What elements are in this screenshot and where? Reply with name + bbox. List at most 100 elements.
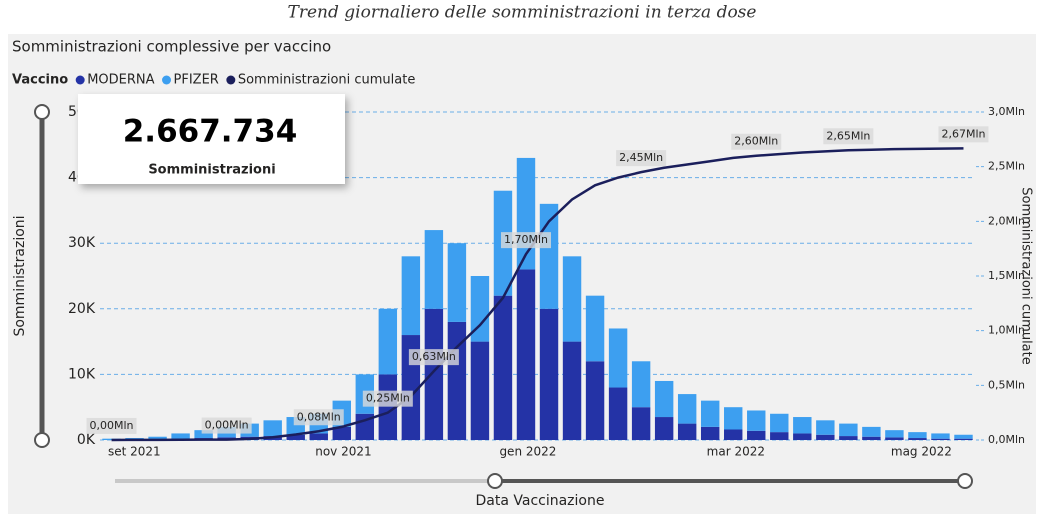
bar [148,436,167,440]
data-label-bg [408,349,459,366]
y-tick-label: 10K [68,366,96,382]
bar [286,434,305,440]
y-axis-title: Somministrazioni [12,215,28,336]
y-tick-label: 20K [68,301,96,317]
y2-tick-label: 3,0Mln [988,105,1025,118]
bar [677,394,697,424]
data-label-bg [362,390,413,407]
data-label: 1,70Mln [504,233,548,246]
slider-handle[interactable] [487,473,503,489]
data-label: 0,25Mln [366,392,410,405]
bar [585,295,605,362]
bar [631,361,651,408]
bar [654,380,674,418]
legend-label: PFIZER [174,73,219,88]
data-label: 0,08Mln [297,410,341,423]
bar [700,426,720,440]
data-label-bg [938,126,989,143]
slider-handle[interactable] [34,104,50,120]
page-title: Trend giornaliero delle somministrazioni… [288,3,757,23]
data-label-bg [201,417,252,434]
y2-tick-label: 1,0Mln [988,324,1025,337]
data-label: 0,63Mln [412,350,456,363]
x-axis-title: Data Vaccinazione [476,493,605,509]
y-tick-label: 0K [77,432,96,448]
data-label: 2,45Mln [619,151,663,164]
bar [631,407,651,440]
bar [931,433,950,439]
bar [862,426,881,437]
data-label-bg [616,150,667,167]
kpi-value: 2.667.734 [123,114,298,150]
legend-label: MODERNA [87,73,154,88]
bar [908,432,927,439]
bar [493,295,513,440]
bar [470,276,490,342]
chart-title: Somministrazioni complessive per vaccino [12,38,331,56]
bar [908,438,927,440]
bar [677,423,697,440]
bar [562,341,582,440]
bar [539,308,559,440]
bar [562,256,582,342]
x-tick-label: gen 2022 [499,445,556,459]
bar [816,420,835,435]
data-label: 2,60Mln [734,135,778,148]
bar [747,410,766,431]
data-label: 0,00Mln [90,419,134,432]
bar [309,433,328,440]
y2-axis-title: Somministrazioni cumulate [1019,187,1034,365]
legend-label: Somministrazioni cumulate [238,73,416,88]
bar [954,438,973,440]
bar [194,430,213,439]
bar [954,434,973,439]
bar [839,423,858,437]
bar [401,256,421,336]
y2-tick-label: 2,5Mln [988,160,1025,173]
x-tick-label: set 2021 [108,445,161,459]
slider-handle[interactable] [34,432,50,448]
x-tick-label: nov 2021 [315,445,371,459]
legend-marker [162,75,172,85]
x-tick-label: mar 2022 [707,445,765,459]
bar [931,438,950,440]
data-label-bg [731,133,782,150]
data-label-bg [86,417,137,434]
bar [770,432,789,440]
bar [263,420,282,437]
y2-tick-label: 2,0Mln [988,214,1025,227]
legend: Vaccino MODERNA PFIZER Somministrazioni cum… [12,73,415,88]
bar [608,387,628,440]
bar [424,308,444,440]
bar [862,436,881,440]
bar [355,413,375,440]
bar [793,433,812,440]
bar [608,328,628,388]
data-label: 2,65Mln [826,129,870,142]
y-tick-label: 30K [68,235,96,251]
bar [424,230,444,309]
plot-area: 0K10K20K30K40K50K0,0Mln0,5Mln1,0Mln1,5Ml… [68,104,1025,459]
kpi-caption: Somministrazioni [148,163,275,178]
y2-tick-label: 1,5Mln [988,269,1025,282]
legend-title: Vaccino [12,73,68,88]
bar [816,434,835,440]
data-label: 0,00Mln [205,419,249,432]
x-tick-label: mag 2022 [891,445,952,459]
data-label-bg [823,128,874,145]
data-label: 2,67Mln [941,127,985,140]
bar [447,243,467,322]
slider-handle[interactable] [957,473,973,489]
data-label-bg [293,409,344,426]
kpi-card [78,94,345,184]
bar [839,436,858,440]
bar [724,407,743,430]
bar [470,341,490,440]
y2-tick-label: 0,0Mln [988,433,1025,446]
bar [516,269,536,440]
bar [700,400,720,427]
bar [724,429,743,440]
legend-marker [75,75,85,85]
